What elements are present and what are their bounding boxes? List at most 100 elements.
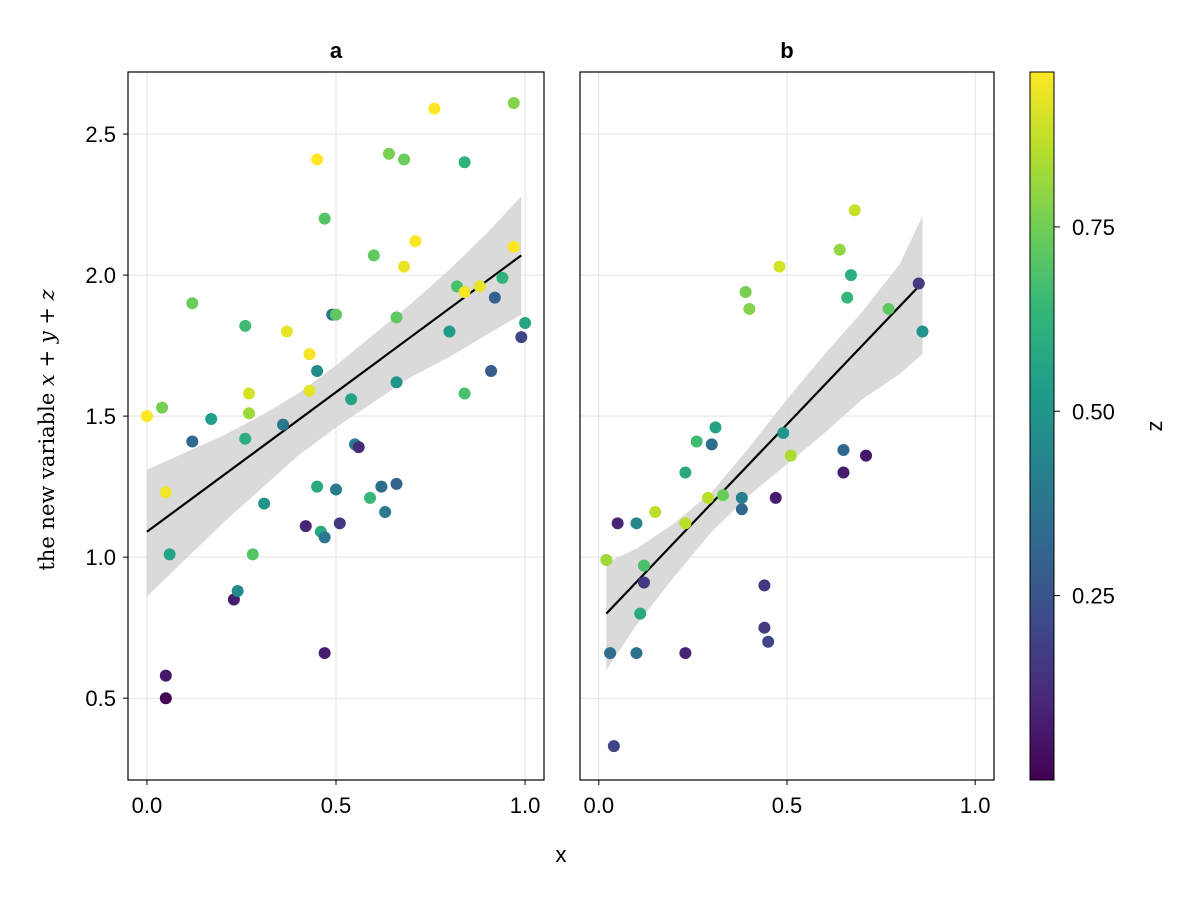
data-point <box>243 387 256 400</box>
data-point <box>159 486 172 499</box>
data-point <box>299 520 312 533</box>
data-point <box>156 401 169 414</box>
data-point <box>649 506 662 519</box>
data-point <box>458 156 471 169</box>
x-tick-label: 1.0 <box>960 793 991 818</box>
data-point <box>607 740 620 753</box>
data-point <box>507 97 520 110</box>
data-point <box>882 302 895 315</box>
data-point <box>280 325 293 338</box>
data-point <box>258 497 271 510</box>
x-tick-label: 0.0 <box>132 793 163 818</box>
y-tick-label: 2.5 <box>85 122 116 147</box>
data-point <box>330 308 342 321</box>
data-point <box>496 271 509 284</box>
data-point <box>303 348 316 361</box>
data-point <box>912 277 925 290</box>
data-point <box>398 260 411 273</box>
data-point <box>679 647 692 660</box>
data-point <box>717 489 730 502</box>
data-point <box>379 506 392 519</box>
colorbar-tick-label: 0.50 <box>1072 399 1115 424</box>
data-point <box>318 531 331 544</box>
y-axis-label: the new variable x + y + z <box>35 288 59 570</box>
data-point <box>231 585 244 598</box>
panel-a-title: a <box>330 38 343 63</box>
data-point <box>159 669 172 682</box>
y-axis-label-text: the new variable <box>35 393 59 571</box>
colorbar-tick-label: 0.75 <box>1072 215 1115 240</box>
data-point <box>630 647 643 660</box>
data-point <box>611 517 624 530</box>
data-point <box>311 153 324 166</box>
data-point <box>705 438 718 451</box>
data-point <box>390 311 403 324</box>
y-axis-label-math: x + y + z <box>35 288 59 386</box>
data-point <box>739 286 752 299</box>
colorbar <box>1029 71 1055 781</box>
x-axis-label: x <box>556 842 567 867</box>
data-point <box>458 286 471 299</box>
data-point <box>690 435 703 448</box>
data-point <box>735 491 748 504</box>
colorbar-tick-label: 0.25 <box>1072 584 1115 609</box>
x-tick-label: 1.0 <box>510 793 541 818</box>
data-point <box>784 449 797 462</box>
data-point <box>277 418 290 431</box>
data-point <box>333 517 346 530</box>
data-point <box>367 249 380 262</box>
data-point <box>515 331 528 344</box>
panel-b-title: b <box>780 38 793 63</box>
confidence-band <box>606 215 923 670</box>
data-point <box>318 212 331 225</box>
data-point <box>844 269 857 282</box>
data-point <box>311 364 324 377</box>
data-point <box>303 384 316 397</box>
data-point <box>428 102 441 115</box>
data-point <box>318 647 331 660</box>
panel-b: 0.0 0.5 1.0 <box>579 71 995 818</box>
data-point <box>159 692 172 705</box>
data-point <box>916 325 929 338</box>
data-point <box>186 435 199 448</box>
fit-line <box>146 254 522 533</box>
x-tick-label: 0.5 <box>321 793 352 818</box>
data-point <box>709 421 722 434</box>
data-point <box>239 319 252 332</box>
data-point <box>758 579 771 592</box>
data-point <box>837 466 850 479</box>
data-point <box>604 647 617 660</box>
panel-a: 0.0 0.5 1.0 0.5 1.0 1.5 2.0 2.5 <box>85 71 545 818</box>
data-point <box>634 607 647 620</box>
data-point <box>409 235 422 248</box>
data-point <box>630 517 643 530</box>
data-point <box>777 427 790 440</box>
data-point <box>239 432 252 445</box>
confidence-band <box>146 196 522 597</box>
x-tick-label: 0.5 <box>772 793 803 818</box>
data-point <box>311 480 324 493</box>
data-point <box>841 291 854 304</box>
data-point <box>773 260 786 273</box>
data-point <box>390 477 403 490</box>
y-tick-label: 1.5 <box>85 404 116 429</box>
data-point <box>375 480 388 493</box>
data-point <box>140 410 153 423</box>
data-point <box>246 548 259 561</box>
data-point <box>519 317 532 330</box>
data-point <box>679 517 692 530</box>
data-point <box>390 376 403 389</box>
data-point <box>679 466 692 479</box>
data-point <box>443 325 456 338</box>
data-point <box>762 635 775 648</box>
data-point <box>364 491 377 504</box>
data-point <box>848 204 861 217</box>
fit-line <box>605 285 920 615</box>
data-point <box>352 441 365 454</box>
data-point <box>488 291 501 304</box>
y-tick-label: 1.0 <box>85 545 116 570</box>
data-point <box>458 387 471 400</box>
colorbar-label: z <box>1142 421 1167 432</box>
data-point <box>205 412 218 425</box>
